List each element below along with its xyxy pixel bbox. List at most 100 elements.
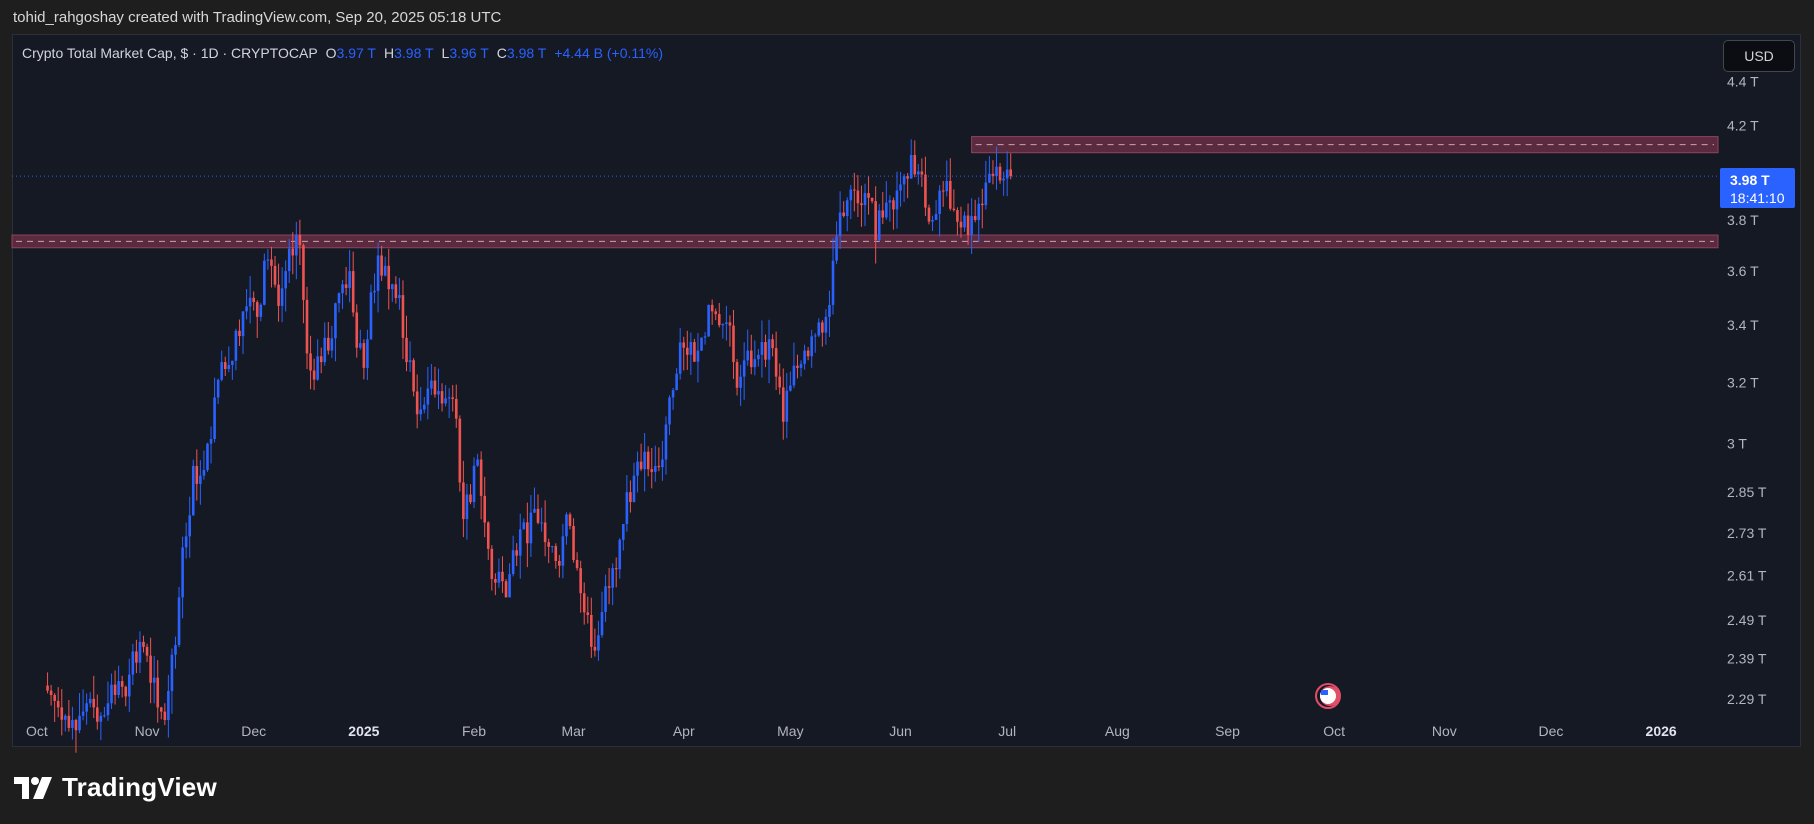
- candle: [842, 201, 845, 218]
- candle: [220, 350, 223, 382]
- candle-body: [344, 284, 348, 288]
- candle: [639, 443, 643, 472]
- candle-body: [390, 284, 394, 290]
- candle-body: [359, 343, 362, 348]
- candle-body: [81, 711, 85, 716]
- candle: [238, 319, 241, 346]
- candle-body: [565, 514, 568, 537]
- candle-body: [188, 515, 192, 537]
- candle: [227, 346, 231, 373]
- candle-body: [376, 255, 380, 291]
- zone-0[interactable]: [971, 136, 1719, 154]
- candle-body: [920, 171, 924, 175]
- candle-body: [440, 391, 444, 404]
- candle-body: [803, 350, 806, 364]
- candle-body: [490, 548, 494, 579]
- candle-body: [465, 494, 469, 520]
- candle: [149, 637, 152, 704]
- candle-body: [885, 202, 888, 218]
- candle-body: [938, 190, 941, 214]
- legend-title[interactable]: Crypto Total Market Cap, $ · 1D · CRYPTO…: [22, 45, 318, 61]
- candle-body: [280, 288, 284, 306]
- candle-body: [248, 297, 252, 307]
- candle: [746, 329, 750, 366]
- candle: [298, 219, 302, 266]
- candle-body: [227, 364, 231, 369]
- y-tick-label: 2.49 T: [1727, 612, 1767, 628]
- candle-body: [362, 343, 366, 368]
- candle: [909, 139, 913, 179]
- candle: [206, 442, 209, 472]
- candle-body: [216, 379, 220, 398]
- candle-body: [781, 387, 785, 422]
- candle: [650, 447, 654, 489]
- candle: [216, 378, 220, 405]
- candle: [1009, 153, 1013, 180]
- currency-button[interactable]: USD: [1723, 40, 1795, 72]
- candle-body: [529, 512, 533, 544]
- candle-body: [764, 342, 767, 360]
- candle-body: [785, 390, 789, 422]
- candle: [327, 321, 330, 355]
- candle: [373, 273, 376, 304]
- candle: [117, 665, 120, 699]
- candle: [749, 334, 753, 375]
- candle: [359, 329, 362, 350]
- candle: [728, 315, 732, 347]
- event-marker[interactable]: [1315, 683, 1341, 709]
- candle-body: [753, 359, 757, 368]
- candle-body: [231, 360, 234, 365]
- candle: [259, 303, 263, 322]
- candle-body: [771, 339, 774, 349]
- candle: [771, 334, 774, 357]
- candle-body: [572, 525, 575, 560]
- candle: [703, 332, 707, 345]
- candle: [554, 543, 558, 569]
- candle: [792, 342, 796, 389]
- candle: [565, 512, 568, 545]
- candle-body: [497, 571, 501, 583]
- candle-body: [995, 166, 998, 177]
- candle: [405, 315, 408, 372]
- candle: [319, 347, 323, 374]
- candle-body: [454, 398, 458, 419]
- candle: [64, 713, 67, 732]
- candle: [110, 673, 113, 709]
- candle: [277, 263, 280, 322]
- candle: [735, 359, 739, 396]
- candle-body: [949, 180, 952, 209]
- candle: [398, 277, 401, 310]
- candle: [252, 291, 255, 311]
- candle-body: [479, 459, 483, 496]
- candle: [710, 299, 714, 325]
- candle-body: [184, 536, 188, 548]
- candle-body: [159, 707, 163, 712]
- candle-body: [238, 330, 241, 337]
- candle-body: [593, 646, 597, 651]
- candle-body: [945, 180, 949, 192]
- candle: [348, 249, 351, 303]
- candle: [181, 536, 184, 619]
- candle-body: [760, 342, 764, 355]
- candle: [245, 289, 248, 320]
- candle-body: [85, 703, 88, 712]
- y-tick-label: 3 T: [1727, 436, 1747, 452]
- candle: [88, 692, 92, 708]
- candle: [845, 197, 849, 232]
- candle: [184, 522, 188, 559]
- candle-body: [931, 219, 934, 222]
- candle: [824, 309, 828, 345]
- candle-body: [277, 284, 280, 306]
- legend-open-label: O: [325, 45, 337, 61]
- candle-body: [444, 398, 447, 404]
- candle: [949, 158, 952, 211]
- candle: [152, 655, 156, 704]
- y-tick-label: 2.61 T: [1727, 567, 1767, 583]
- tradingview-brand[interactable]: TradingView: [14, 772, 217, 803]
- candle-body: [476, 459, 479, 466]
- candle: [789, 371, 792, 392]
- candle-body: [430, 380, 433, 389]
- candle-body: [533, 508, 536, 513]
- x-tick-label: Aug: [1105, 723, 1130, 739]
